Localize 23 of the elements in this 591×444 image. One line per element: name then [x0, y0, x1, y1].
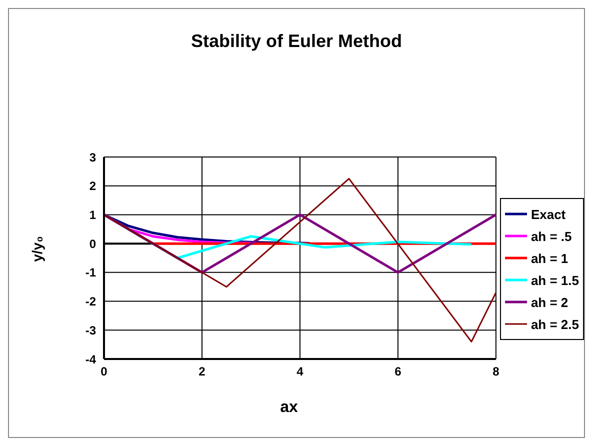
chart-title: Stability of Euler Method	[190, 31, 403, 52]
x-axis-title: ax	[279, 399, 299, 417]
legend-label: Exact	[530, 206, 566, 222]
y-tick-label: -2	[85, 294, 96, 309]
y-tick-label: -4	[85, 352, 96, 366]
x-tick-label: 6	[394, 364, 402, 379]
x-tick-label: 0	[100, 364, 108, 379]
y-tick-label: 2	[89, 179, 96, 194]
y-tick-label: -1	[85, 266, 96, 280]
y-tick-label: 3	[89, 150, 96, 164]
y-tick-label: 0	[89, 236, 96, 251]
y-tick-label: -3	[85, 323, 96, 338]
y-axis-title: y/y₀	[29, 236, 45, 262]
line-series	[104, 178, 496, 342]
legend-label: ah = 2	[530, 294, 568, 310]
x-tick-label: 8	[492, 364, 500, 379]
legend-label: ah = 1	[530, 250, 568, 266]
y-tick-label: 1	[89, 208, 96, 222]
x-tick-label: 2	[198, 364, 206, 379]
x-tick-label: 4	[296, 364, 304, 379]
legend-label: ah = .5	[530, 228, 572, 244]
legend-label: ah = 1.5	[530, 272, 579, 288]
legend-label: ah = 2.5	[530, 316, 579, 332]
